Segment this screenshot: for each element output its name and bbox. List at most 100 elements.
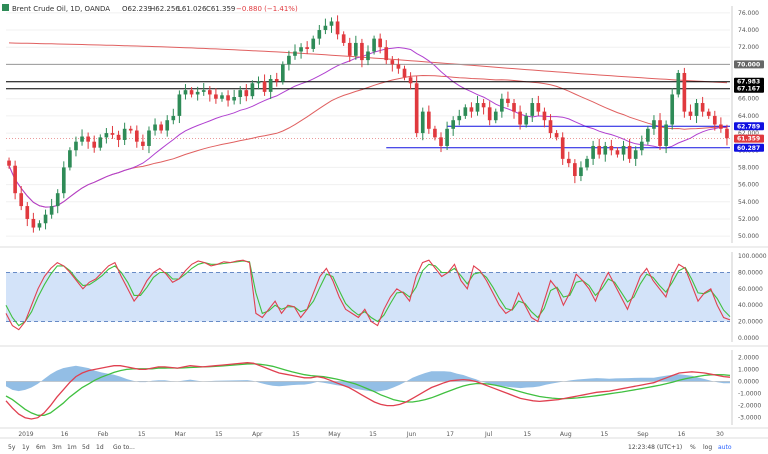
low-value: L61.026: [178, 5, 207, 13]
candle-body: [414, 83, 419, 134]
macd-histogram: [6, 365, 730, 392]
candle: [652, 115, 656, 135]
log-toggle[interactable]: log: [703, 444, 712, 451]
macd-line: [5, 362, 731, 420]
candle-body: [591, 145, 595, 159]
candle-body: [220, 95, 224, 99]
high-value: H62.256: [150, 5, 180, 13]
candle: [341, 31, 346, 46]
candle-body: [518, 111, 522, 125]
axes-layer: 50.00052.00054.00056.00058.00060.00062.0…: [0, 6, 768, 438]
candle: [384, 40, 389, 65]
range-1d[interactable]: 1d: [96, 444, 104, 451]
goto-button[interactable]: Go to...: [113, 444, 135, 451]
chart-header: Brent Crude Oil, 1D, OANDA O62.239 H62.2…: [2, 4, 298, 13]
level-tag-label: 60.287: [737, 145, 760, 152]
price-tick-label: 74.000: [738, 27, 759, 34]
candle-body: [311, 38, 316, 49]
candle-body: [153, 124, 157, 131]
candle-body: [554, 133, 559, 138]
open-value: O62.239: [122, 5, 152, 13]
candle-body: [366, 51, 370, 61]
candle-body: [481, 103, 486, 108]
candle: [153, 118, 157, 136]
price-pane[interactable]: [6, 12, 730, 237]
time-tick-label: Aug: [560, 431, 572, 438]
collapse-icon[interactable]: [2, 4, 9, 11]
price-tick-label: 66.000: [738, 96, 759, 103]
macd-pane[interactable]: [5, 362, 731, 420]
price-tick-label: 64.000: [738, 113, 759, 120]
candle: [664, 120, 668, 154]
candle: [25, 202, 30, 227]
candle-body: [493, 111, 498, 121]
level-tag-label: 67.983: [737, 79, 760, 86]
candle: [147, 126, 151, 154]
candle: [573, 159, 577, 184]
candle: [214, 88, 218, 104]
candle-body: [719, 124, 723, 129]
candle: [554, 130, 559, 141]
level-tag-bg: [734, 134, 764, 143]
stoch-k-line: [5, 259, 731, 331]
candle-body: [573, 163, 577, 177]
candle-body: [201, 90, 206, 92]
candle-body: [530, 103, 535, 116]
candle: [122, 122, 127, 146]
candle-body: [244, 90, 249, 97]
level-tag-bg: [734, 77, 764, 86]
range-1m[interactable]: 1m: [67, 444, 77, 451]
candle: [19, 186, 24, 211]
candle-body: [670, 94, 675, 125]
candle-body: [354, 42, 358, 56]
candle-body: [420, 111, 425, 134]
candle: [548, 114, 553, 139]
range-1y[interactable]: 1y: [22, 444, 30, 451]
candle-body: [86, 136, 90, 142]
candle-body: [7, 160, 11, 166]
candle: [475, 95, 480, 116]
candle: [207, 86, 212, 102]
candle-body: [207, 90, 212, 95]
range-6m[interactable]: 6m: [36, 444, 46, 451]
candle: [530, 97, 535, 123]
stochastic-pane[interactable]: [5, 259, 731, 331]
candle: [682, 67, 687, 118]
candle-body: [475, 103, 480, 112]
candle: [597, 138, 602, 159]
candle: [719, 117, 723, 133]
level-tag-label: 62.789: [737, 123, 760, 130]
candle-body: [676, 72, 681, 95]
candle-body: [427, 111, 431, 129]
sma-mid-line: [8, 74, 728, 208]
candle-body: [372, 38, 376, 52]
range-5y[interactable]: 5y: [8, 444, 16, 451]
price-tick-label: 58.000: [738, 164, 759, 171]
macd-tick-label: 1.0000: [738, 366, 759, 373]
candle-body: [195, 91, 200, 95]
candle: [43, 209, 48, 230]
time-tick-label: Jun: [406, 431, 417, 438]
candle: [92, 135, 97, 153]
candle: [354, 35, 358, 60]
candle: [506, 91, 510, 108]
candle-body: [92, 141, 97, 148]
candle-body: [542, 111, 547, 121]
range-5d[interactable]: 5d: [82, 444, 90, 451]
candle-body: [116, 134, 121, 140]
candle: [469, 102, 474, 118]
candle-body: [609, 145, 614, 151]
candle: [700, 96, 705, 117]
candle: [542, 107, 547, 128]
auto-toggle[interactable]: auto: [718, 444, 732, 451]
time-tick-label: 30: [716, 431, 724, 438]
macd-tick-label: 0.0000: [738, 378, 759, 385]
candle: [615, 147, 620, 158]
candle-body: [305, 47, 309, 49]
range-3m[interactable]: 3m: [52, 444, 62, 451]
time-tick-label: 15: [215, 431, 223, 438]
percent-toggle[interactable]: %: [690, 444, 696, 451]
candle-body: [171, 115, 176, 121]
candle: [220, 92, 224, 102]
